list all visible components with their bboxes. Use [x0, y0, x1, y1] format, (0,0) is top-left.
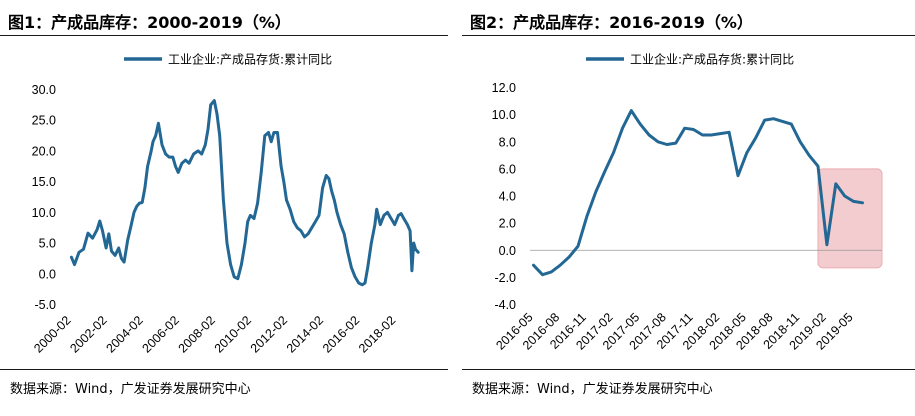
x-tick-label: 2010-02 — [212, 313, 254, 355]
y-tick-label: 8.0 — [499, 135, 516, 149]
x-tick-label: 2004-02 — [103, 313, 145, 355]
source-rule-left — [0, 369, 448, 370]
x-tick-label: 2014-02 — [284, 313, 326, 355]
y-tick-label: 12.0 — [492, 81, 516, 95]
chart-title-left: 图1：产成品库存：2000-2019（%） — [8, 13, 291, 32]
source-note-right: 数据来源：Wind，广发证券发展研究中心 — [472, 382, 713, 397]
y-tick-label: 30.0 — [32, 83, 56, 97]
x-tick-label: 2006-02 — [140, 313, 182, 355]
legend-label: 工业企业:产成品存货:累计同比 — [630, 52, 794, 67]
y-tick-label: 20.0 — [32, 144, 56, 158]
y-tick-label: -4.0 — [494, 298, 516, 312]
y-tick-label: -5.0 — [34, 298, 56, 312]
highlight-box — [817, 168, 883, 269]
y-tick-label: -2.0 — [494, 271, 516, 285]
chart-title-right: 图2：产成品库存：2016-2019（%） — [470, 13, 753, 32]
chart-panel-right: 图2：产成品库存：2016-2019（%） 工业企业:产成品存货:累计同比 12.… — [462, 0, 915, 416]
x-tick-label: 2008-02 — [176, 313, 218, 355]
y-tick-label: 25.0 — [32, 114, 56, 128]
title-rule-right — [462, 35, 915, 36]
y-tick-label: 0.0 — [39, 267, 56, 281]
series-line — [69, 99, 420, 287]
x-tick-label: 2012-02 — [248, 313, 290, 355]
x-tick-label: 2016-02 — [320, 313, 362, 355]
legend-label: 工业企业:产成品存货:累计同比 — [168, 52, 332, 67]
y-tick-label: 0.0 — [499, 244, 516, 258]
y-tick-label: 2.0 — [499, 217, 516, 231]
y-tick-label: 15.0 — [32, 175, 56, 189]
title-rule-left — [0, 35, 448, 36]
line-chart-left: 工业企业:产成品存货:累计同比 30.0 25.0 20.0 15.0 10.0 5.0 0.… — [31, 52, 420, 356]
series-line — [532, 109, 864, 277]
x-tick-label: 2018-02 — [356, 313, 398, 355]
x-tick-label: 2002-02 — [67, 313, 109, 355]
source-note-left: 数据来源：Wind，广发证券发展研究中心 — [10, 382, 251, 397]
y-tick-label: 10.0 — [32, 206, 56, 220]
y-tick-label: 5.0 — [39, 237, 56, 251]
line-chart-right: 工业企业:产成品存货:累计同比 12.0 10.0 8.0 6.0 4.0 2.0 0.0 -2… — [492, 52, 883, 353]
x-tick-label: 2000-02 — [31, 313, 73, 355]
source-rule-right — [462, 369, 915, 370]
y-tick-label: 6.0 — [499, 162, 516, 176]
y-tick-label: 4.0 — [499, 190, 516, 204]
y-tick-label: 10.0 — [492, 108, 516, 122]
chart-panel-left: 图1：产成品库存：2000-2019（%） 工业企业:产成品存货:累计同比 30.… — [0, 0, 448, 416]
